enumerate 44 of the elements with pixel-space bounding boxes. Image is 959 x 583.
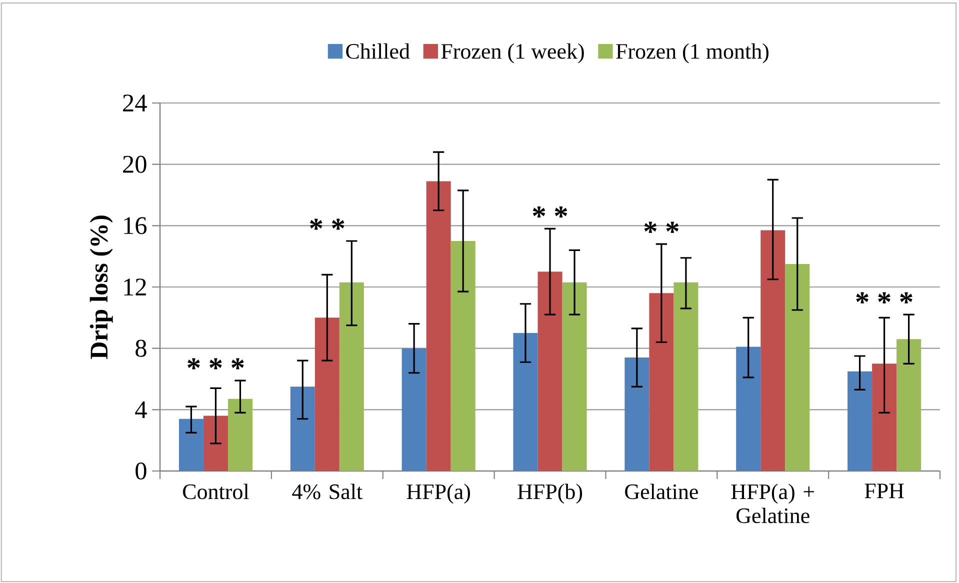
bar	[402, 348, 426, 471]
y-tick-label: 20	[123, 156, 146, 173]
bar	[848, 371, 872, 471]
y-tick-label: 0	[136, 462, 146, 480]
x-tick-label: Gelatine	[625, 484, 698, 500]
x-tick-label: Control	[183, 484, 249, 500]
bar	[872, 364, 897, 471]
bar	[674, 282, 698, 471]
bar	[426, 181, 451, 471]
x-tick-label: FPH	[864, 484, 904, 498]
bar	[760, 230, 786, 471]
annotation: * *	[310, 218, 344, 230]
bar	[450, 241, 476, 471]
y-axis-title: Drip loss (%)	[90, 216, 113, 360]
y-tick-label: 4	[135, 401, 147, 418]
annotation: * *	[532, 206, 568, 218]
bar	[624, 358, 650, 471]
legend-label: Frozen (1 week)	[441, 43, 584, 64]
bar	[785, 264, 810, 471]
bar	[896, 339, 922, 471]
annotation: * * *	[188, 358, 244, 370]
legend-label: Chilled	[346, 43, 410, 59]
y-tick-label: 24	[123, 94, 147, 112]
bar	[203, 416, 228, 471]
bar	[538, 272, 562, 471]
x-tick-label: HFP(b)	[518, 484, 582, 504]
bar	[513, 333, 538, 471]
bar	[649, 293, 674, 471]
bar	[736, 346, 761, 471]
bar	[178, 418, 204, 471]
x-tick-label: 4% Salt	[292, 484, 362, 500]
x-tick-label: HFP(a)	[406, 484, 470, 504]
y-tick-label: 16	[124, 217, 147, 234]
y-tick-label: 12	[124, 278, 146, 296]
x-tick-label: HFP(a) + Gelatine	[731, 484, 814, 524]
annotation: * *	[644, 222, 679, 233]
bar	[562, 282, 587, 471]
bar	[314, 318, 340, 471]
bar	[290, 386, 315, 471]
legend-label: Frozen (1 month)	[616, 43, 768, 64]
bar	[339, 282, 364, 471]
y-tick-label: 8	[136, 340, 146, 357]
annotation: * * *	[856, 292, 912, 304]
bar	[228, 398, 252, 471]
